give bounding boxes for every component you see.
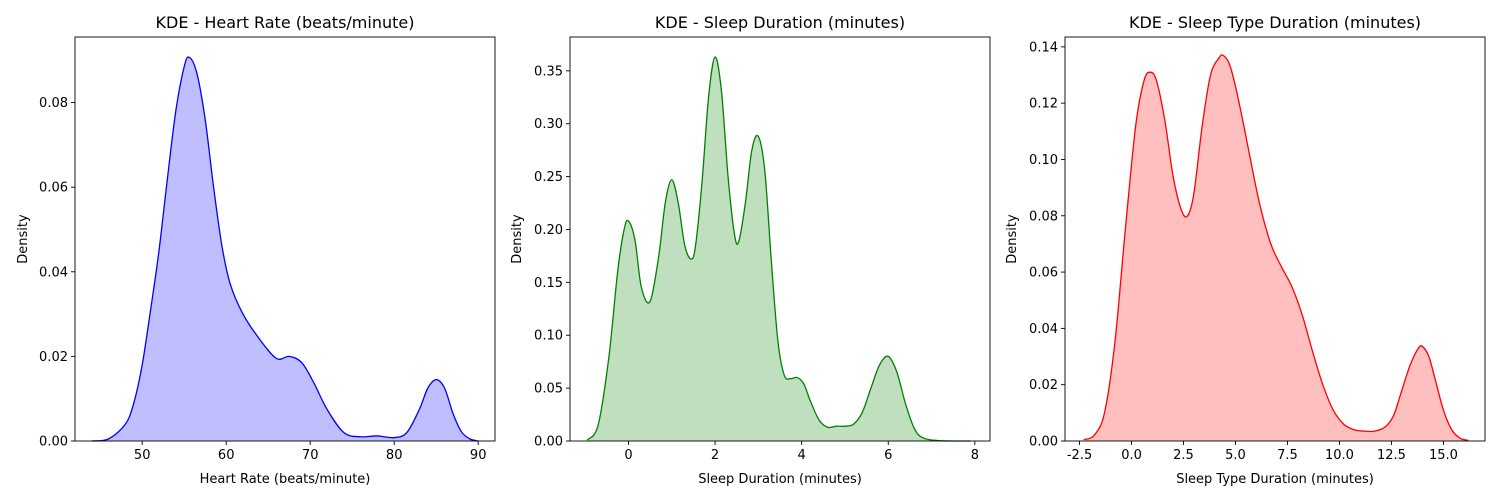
x-tick-label: -2.5: [1067, 448, 1092, 463]
x-tick-label: 90: [470, 448, 487, 463]
kde-fill-area: [91, 57, 479, 442]
y-tick-label: 0.10: [534, 329, 563, 344]
plot-area: 50 60 70 80 90 0.00 0.02 0.04 0.06 0.08: [39, 36, 496, 463]
y-tick-label: 0.08: [39, 96, 68, 111]
x-axis-label: Sleep Type Duration (minutes): [1176, 472, 1374, 487]
x-tick-label: 7.5: [1277, 448, 1298, 463]
x-tick-label: 2.5: [1173, 448, 1194, 463]
axes-frame: [74, 36, 496, 442]
kde-fill-area: [587, 57, 971, 442]
x-tick-label: 60: [218, 448, 235, 463]
y-tick-label: 0.25: [534, 170, 563, 185]
y-tick-label: 0.15: [534, 276, 563, 291]
plot-area: -2.5 0.0 2.5 5.0 7.5 10.0 12.5 15.0 0.00 0.02 0.04…: [1029, 36, 1486, 463]
x-tick-label: 70: [302, 448, 319, 463]
chart-panel-sleep-type-duration: KDE - Sleep Type Duration (minutes) Slee…: [1005, 13, 1486, 487]
x-tick-label: 12.5: [1377, 448, 1406, 463]
x-tick-label: 2: [711, 448, 719, 463]
y-tick-label: 0.05: [534, 382, 563, 397]
y-tick-label: 0.04: [39, 265, 68, 280]
chart-panel-sleep-duration: KDE - Sleep Duration (minutes) Sleep Dur…: [510, 13, 991, 487]
y-axis-label: Density: [510, 214, 525, 264]
y-tick-label: 0.12: [1029, 97, 1058, 112]
y-tick-label: 0.00: [534, 435, 563, 450]
axes-frame: [1064, 36, 1486, 442]
y-tick-label: 0.06: [39, 181, 68, 196]
x-axis-label: Sleep Duration (minutes): [698, 472, 862, 487]
y-tick-label: 0.30: [534, 117, 563, 132]
y-axis-label: Density: [1005, 214, 1020, 264]
y-tick-label: 0.14: [1029, 40, 1058, 55]
x-tick-label: 15.0: [1429, 448, 1458, 463]
y-tick-label: 0.02: [1029, 378, 1058, 393]
y-axis-label: Density: [16, 214, 31, 264]
kde-curve-line: [91, 56, 479, 442]
y-tick-label: 0.35: [534, 64, 563, 79]
chart-panel-heart-rate: KDE - Heart Rate (beats/minute) Heart Ra…: [16, 13, 496, 487]
x-tick-label: 0: [624, 448, 632, 463]
x-axis-label: Heart Rate (beats/minute): [200, 472, 371, 487]
x-tick-label: 8: [971, 448, 979, 463]
x-tick-label: 0.0: [1121, 448, 1142, 463]
chart-title: KDE - Sleep Type Duration (minutes): [1129, 13, 1421, 32]
chart-title: KDE - Sleep Duration (minutes): [655, 13, 905, 32]
kde-fill-area: [1083, 54, 1469, 442]
axes-frame: [569, 36, 991, 442]
y-tick-label: 0.20: [534, 223, 563, 238]
chart-title: KDE - Heart Rate (beats/minute): [156, 13, 415, 32]
plot-area: 0 2 4 6 8 0.00 0.05 0.10 0.15 0.20 0.25 0.30 0.35: [534, 36, 991, 463]
x-tick-label: 80: [386, 448, 403, 463]
x-tick-label: 6: [884, 448, 892, 463]
kde-curve-line: [586, 56, 971, 442]
x-tick-label: 10.0: [1325, 448, 1354, 463]
y-tick-label: 0.08: [1029, 209, 1058, 224]
y-tick-label: 0.00: [39, 435, 68, 450]
x-tick-label: 4: [798, 448, 806, 463]
kde-curve-line: [1083, 54, 1469, 442]
y-tick-label: 0.02: [39, 350, 68, 365]
x-tick-label: 50: [134, 448, 151, 463]
y-tick-label: 0.00: [1029, 435, 1058, 450]
y-tick-label: 0.10: [1029, 153, 1058, 168]
y-tick-label: 0.04: [1029, 322, 1058, 337]
y-tick-label: 0.06: [1029, 266, 1058, 281]
x-tick-label: 5.0: [1225, 448, 1246, 463]
